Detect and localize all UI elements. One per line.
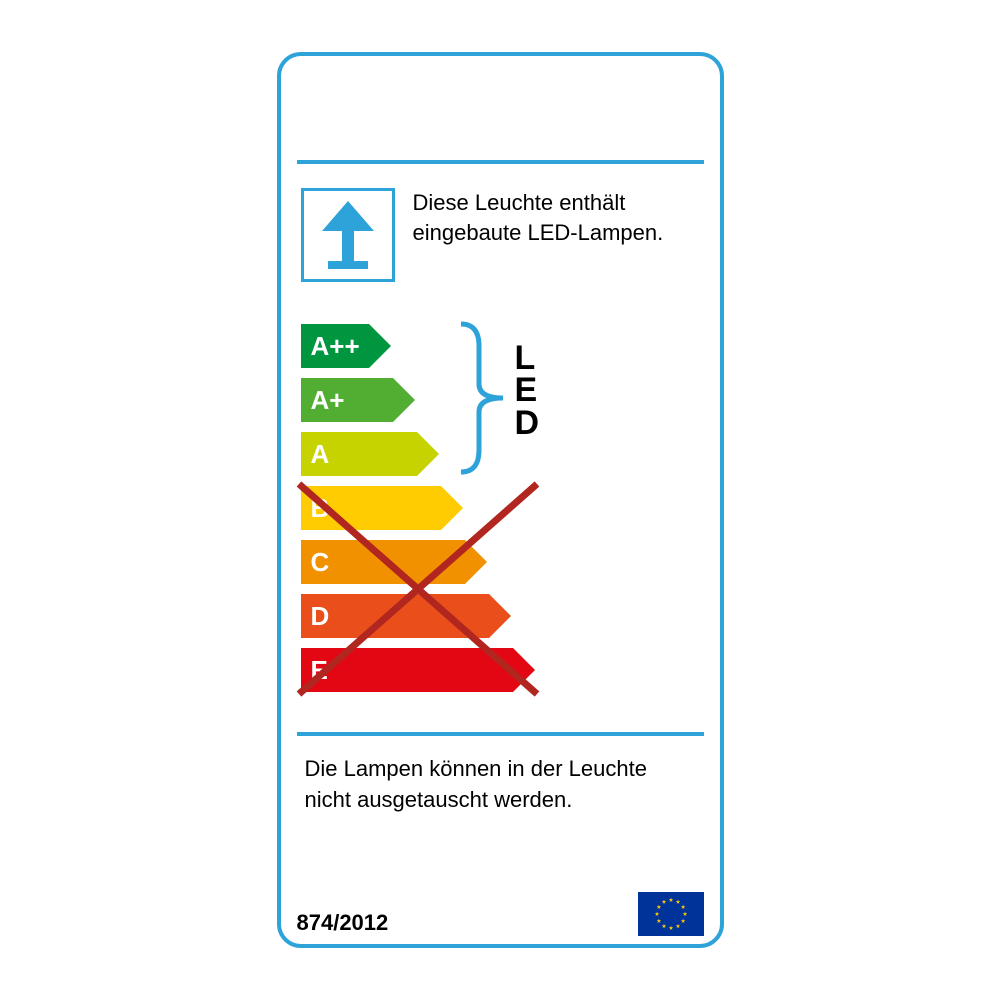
rating-row-b: B xyxy=(301,486,535,530)
rating-label: A xyxy=(301,432,417,476)
rating-label: A+ xyxy=(301,378,393,422)
rating-label: B xyxy=(301,486,441,530)
bottom-row: 874/2012 xyxy=(297,892,704,936)
info-row: Diese Leuchte enthält eingebaute LED-Lam… xyxy=(281,164,720,302)
rating-label: D xyxy=(301,594,489,638)
rating-row-c: C xyxy=(301,540,535,584)
header-blank xyxy=(281,56,720,160)
led-label: LED xyxy=(515,342,540,439)
eu-flag-icon xyxy=(638,892,704,936)
energy-label-card: Diese Leuchte enthält eingebaute LED-Lam… xyxy=(277,52,724,948)
rating-label: E xyxy=(301,648,513,692)
footer-text: Die Lampen können in der Leuchte nicht a… xyxy=(281,736,720,816)
lamp-icon-box xyxy=(301,188,395,282)
rating-row-e: E xyxy=(301,648,535,692)
regulation-number: 874/2012 xyxy=(297,910,389,936)
rating-row-d: D xyxy=(301,594,535,638)
rating-label: A++ xyxy=(301,324,369,368)
rating-label: C xyxy=(301,540,465,584)
lamp-icon xyxy=(314,197,382,273)
rating-chart: A++ A+ ABCDE LED xyxy=(281,302,720,732)
led-bracket xyxy=(457,318,517,488)
info-text: Diese Leuchte enthält eingebaute LED-Lam… xyxy=(413,188,696,282)
